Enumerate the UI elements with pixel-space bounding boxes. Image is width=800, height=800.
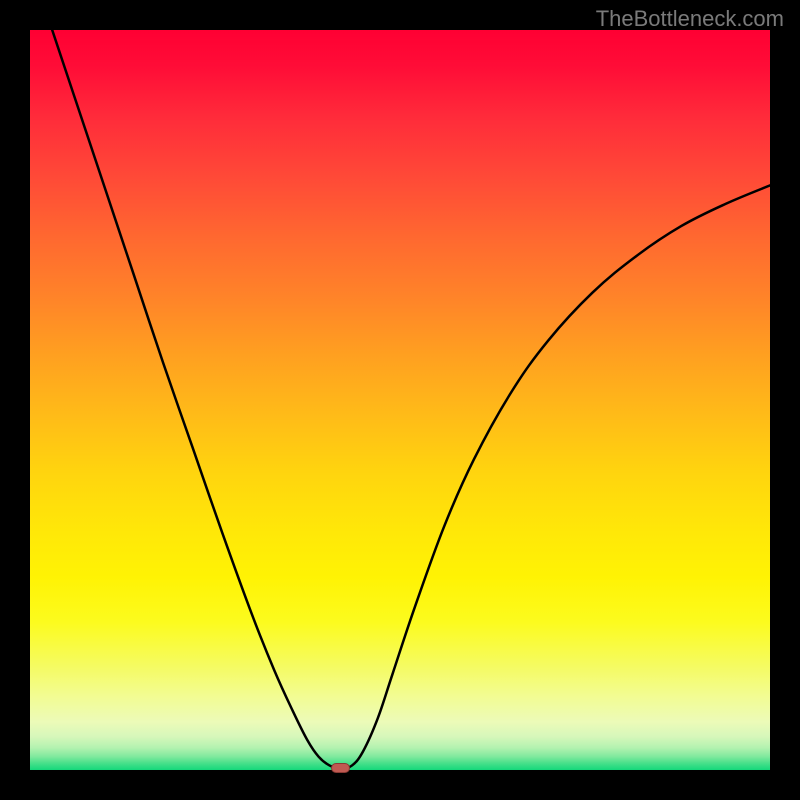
bottleneck-marker [331,763,350,773]
plot-area [30,30,770,770]
watermark-text: TheBottleneck.com [596,6,784,32]
chart-frame: TheBottleneck.com [0,0,800,800]
bottleneck-curve [30,30,770,770]
